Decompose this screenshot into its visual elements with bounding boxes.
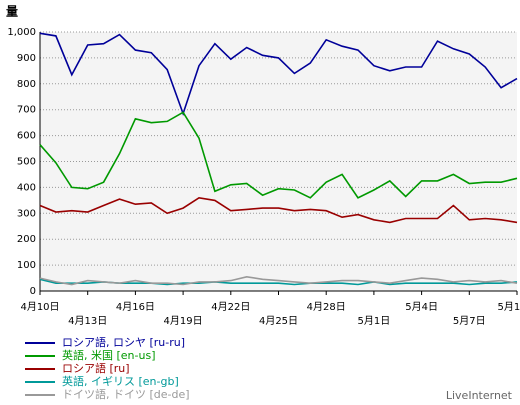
x-tick-label: 5月1日 <box>358 315 391 327</box>
x-tick-label: 4月28日 <box>307 301 346 313</box>
y-tick-label: 800 <box>17 79 36 90</box>
legend-label: ロシア語 [ru] <box>62 361 130 375</box>
series-line <box>39 196 518 224</box>
x-tick-label: 4月16日 <box>116 301 155 313</box>
series-line <box>39 32 518 117</box>
x-tick-label: 4月19日 <box>164 315 203 327</box>
x-tick-label: 5月4日 <box>405 301 438 313</box>
y-tick-label: 1,000 <box>7 27 36 38</box>
legend-label: 英語, イギリス [en-gb] <box>62 374 179 388</box>
credit: LiveInternet <box>446 389 513 402</box>
series-line <box>39 111 518 199</box>
x-tick-label: 5月7日 <box>453 315 486 327</box>
x-tick-label: 5月10日 <box>497 301 520 313</box>
y-tick-label: 100 <box>17 260 36 271</box>
y-tick-label: 500 <box>17 157 36 168</box>
x-tick-label: 4月10日 <box>20 301 59 313</box>
y-tick-label: 400 <box>17 182 36 193</box>
y-axis-label: 量 <box>6 5 18 19</box>
x-tick-label: 4月13日 <box>68 315 107 327</box>
series-line <box>39 275 518 286</box>
y-tick-label: 600 <box>17 131 36 142</box>
legend-label: ドイツ語, ドイツ [de-de] <box>62 387 190 401</box>
legend-label: ロシア語, ロシヤ [ru-ru] <box>62 335 185 349</box>
y-tick-label: 300 <box>17 208 36 219</box>
x-tick-label: 4月22日 <box>211 301 250 313</box>
plot-area <box>40 32 517 291</box>
legend-label: 英語, 米国 [en-us] <box>62 348 155 362</box>
y-tick-label: 0 <box>30 286 36 297</box>
x-tick-label: 4月25日 <box>259 315 298 327</box>
y-tick-label: 200 <box>17 234 36 245</box>
y-tick-label: 700 <box>17 105 36 116</box>
y-tick-label: 900 <box>17 53 36 64</box>
